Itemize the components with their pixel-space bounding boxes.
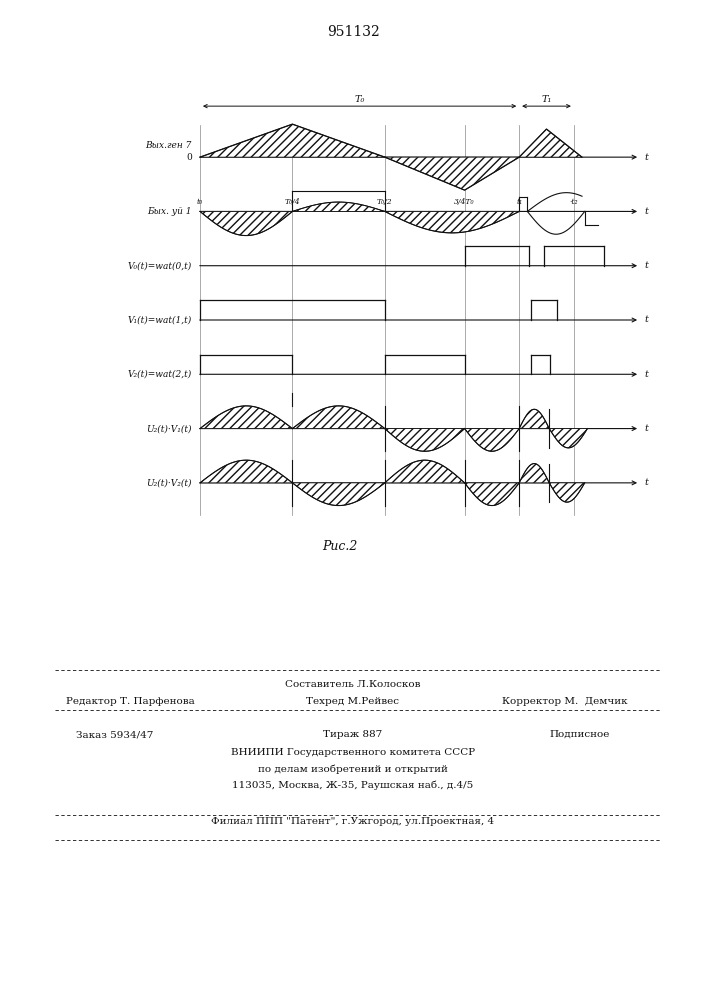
Polygon shape [200, 124, 385, 157]
Text: ·t₂: ·t₂ [570, 198, 578, 206]
Text: t₁: t₁ [516, 198, 522, 206]
Text: t: t [644, 261, 648, 270]
Text: Вых.ген 7: Вых.ген 7 [146, 141, 192, 150]
Text: t: t [644, 478, 648, 487]
Polygon shape [519, 129, 582, 157]
Text: 3/4T₀: 3/4T₀ [455, 198, 475, 206]
Text: Быx. уй 1: Быx. уй 1 [148, 207, 192, 216]
Polygon shape [385, 211, 519, 233]
Polygon shape [464, 429, 519, 451]
Text: V₀(t)=wat(0,t): V₀(t)=wat(0,t) [128, 261, 192, 270]
Text: t: t [644, 370, 648, 379]
Text: t₀: t₀ [197, 198, 203, 206]
Text: V₂(t)=wat(2,t): V₂(t)=wat(2,t) [128, 370, 192, 379]
Polygon shape [519, 464, 549, 483]
Polygon shape [519, 409, 549, 429]
Text: ВНИИПИ Государственного комитета СССР: ВНИИПИ Государственного комитета СССР [231, 748, 475, 757]
Text: t: t [644, 316, 648, 324]
Polygon shape [385, 429, 464, 451]
Polygon shape [293, 202, 385, 211]
Text: 113035, Москва, Ж-35, Раушская наб., д.4/5: 113035, Москва, Ж-35, Раушская наб., д.4… [233, 780, 474, 790]
Text: V₁(t)=wat(1,t): V₁(t)=wat(1,t) [128, 316, 192, 324]
Text: T₀/4: T₀/4 [285, 198, 300, 206]
Text: Редактор Т. Парфенова: Редактор Т. Парфенова [66, 697, 194, 706]
Text: U₂(t)·V₂(t): U₂(t)·V₂(t) [146, 478, 192, 487]
Text: T₁: T₁ [542, 95, 551, 104]
Text: 0: 0 [186, 153, 192, 162]
Polygon shape [385, 460, 464, 483]
Polygon shape [549, 483, 585, 502]
Polygon shape [549, 429, 588, 448]
Text: Составитель Л.Колосков: Составитель Л.Колосков [285, 680, 421, 689]
Text: Тираж 887: Тираж 887 [323, 730, 382, 739]
Text: t: t [644, 207, 648, 216]
Polygon shape [293, 483, 385, 506]
Polygon shape [464, 483, 519, 506]
Text: Корректор М.  Демчик: Корректор М. Демчик [502, 697, 628, 706]
Text: Риc.2: Риc.2 [322, 540, 358, 553]
Text: t: t [644, 424, 648, 433]
Text: t: t [644, 153, 648, 162]
Text: T₀: T₀ [354, 95, 365, 104]
Polygon shape [200, 460, 293, 483]
Polygon shape [385, 157, 519, 190]
Text: по делам изобретений и открытий: по делам изобретений и открытий [258, 764, 448, 774]
Polygon shape [200, 211, 293, 236]
Text: Подписное: Подписное [550, 730, 610, 739]
Text: T₀/2: T₀/2 [377, 198, 392, 206]
Text: Техред М.Рейвес: Техред М.Рейвес [307, 697, 399, 706]
Polygon shape [293, 406, 385, 429]
Text: Филиал ППП "Патент", г.Ужгород, ул.Проектная, 4: Филиал ППП "Патент", г.Ужгород, ул.Проек… [211, 817, 495, 826]
Text: Заказ 5934/47: Заказ 5934/47 [76, 730, 153, 739]
Text: 951132: 951132 [327, 25, 380, 39]
Polygon shape [200, 406, 293, 429]
Text: U₂(t)·V₁(t): U₂(t)·V₁(t) [146, 424, 192, 433]
